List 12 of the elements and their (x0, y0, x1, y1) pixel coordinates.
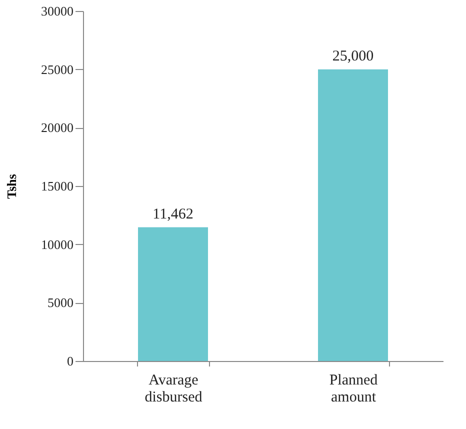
y-tick-label: 5000 (48, 295, 74, 310)
y-tick-label: 25000 (41, 62, 74, 77)
x-tick-label: Planned amount (329, 372, 378, 406)
y-tick-label: 30000 (41, 4, 74, 18)
y-tick-label: 15000 (41, 178, 74, 194)
data-label: 25,000 (332, 48, 374, 64)
x-tick-label: Avarage disbursed (144, 372, 203, 406)
y-tick-label: 10000 (41, 236, 74, 252)
data-label: 11,462 (152, 206, 194, 222)
y-axis-title: Tshs (4, 174, 19, 199)
y-tick-label: 20000 (41, 120, 74, 136)
y-tick-label: 0 (67, 354, 74, 368)
